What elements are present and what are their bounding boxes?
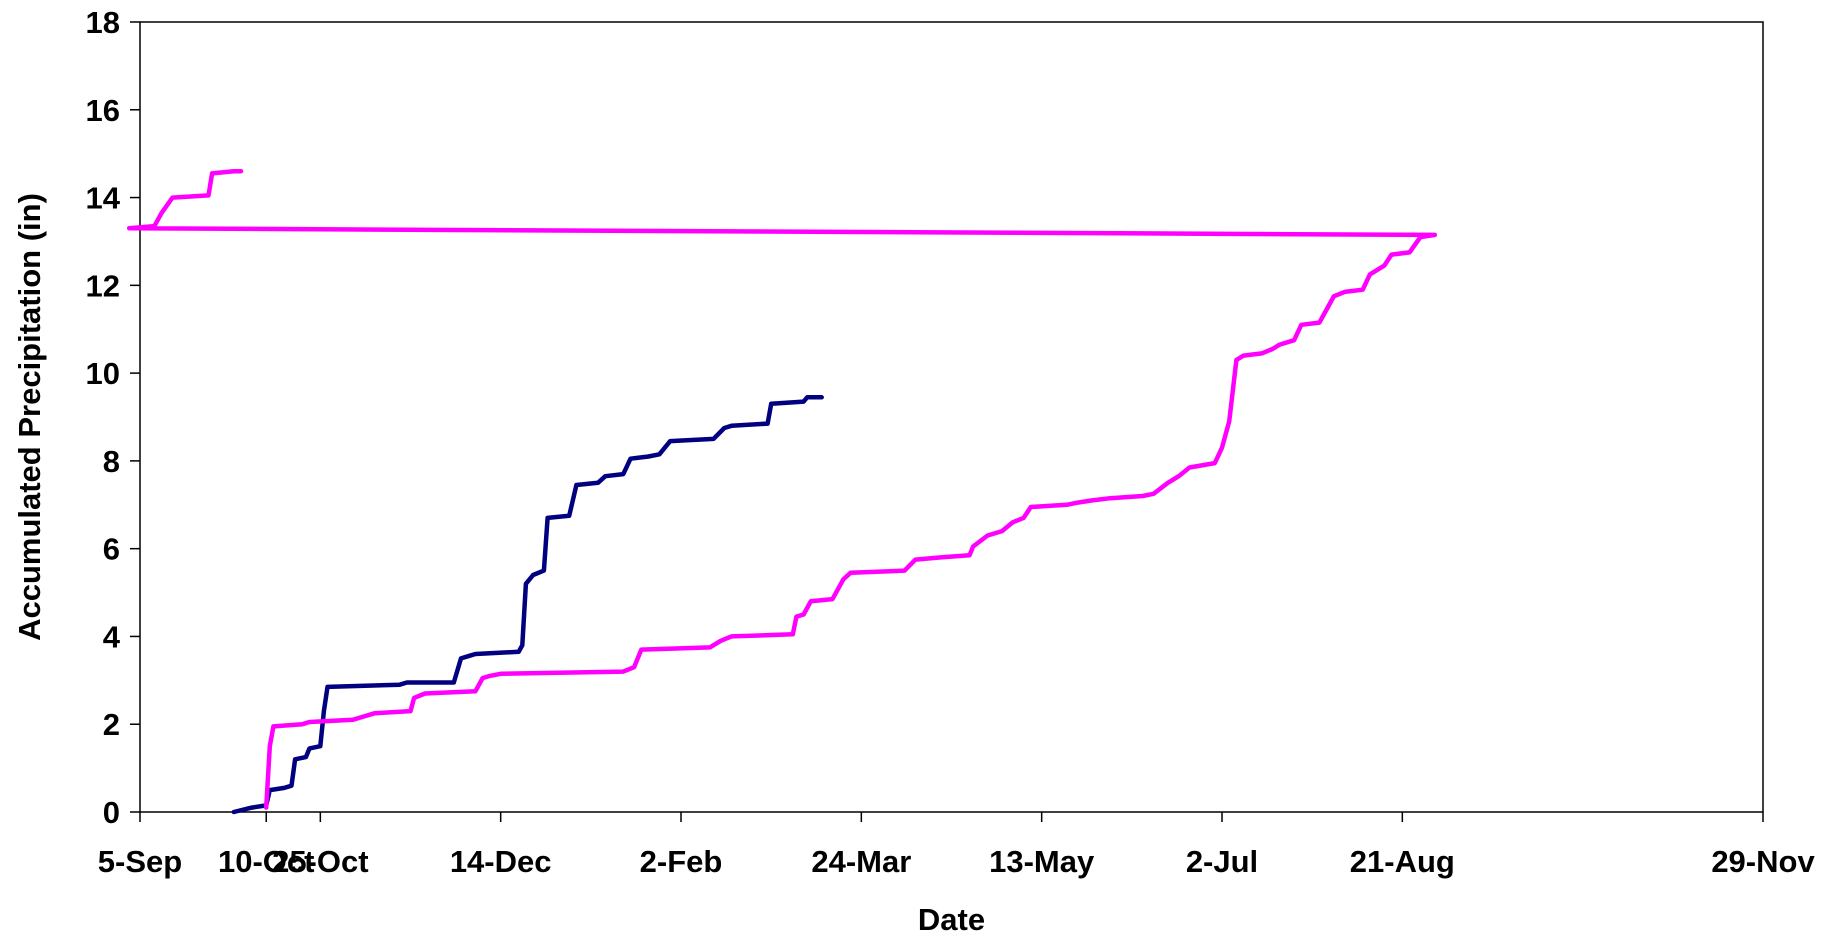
y-tick-label: 16	[86, 93, 120, 128]
y-axis-title: Accumulated Precipitation (in)	[12, 193, 47, 641]
y-tick-label: 14	[86, 181, 121, 216]
x-tick-label: 24-Mar	[811, 844, 911, 879]
series-line-2	[126, 168, 1438, 810]
y-tick-label: 0	[103, 795, 120, 830]
x-tick-label: 5-Sep	[98, 844, 182, 879]
x-axis-title: Date	[918, 902, 985, 937]
y-tick-label: 6	[103, 532, 120, 567]
plot-border	[139, 21, 1764, 813]
y-tick-label: 12	[86, 268, 120, 303]
y-tick-label: 2	[103, 707, 120, 742]
x-tick-label: 29-Nov	[1711, 844, 1815, 879]
y-axis: 0 2 4 6 8 10 12 14 16 18	[86, 5, 140, 830]
series-layer	[126, 168, 1438, 815]
x-tick-label: 21-Aug	[1350, 844, 1455, 879]
y-tick-label: 18	[86, 5, 120, 40]
y-tick-label: 8	[103, 444, 120, 479]
x-tick-label: 13-May	[989, 844, 1095, 879]
x-tick-label: 14-Dec	[450, 844, 552, 879]
x-tick-label: 2-Feb	[640, 844, 723, 879]
plot-area	[139, 21, 1764, 813]
x-tick-label: 2-Jul	[1186, 844, 1258, 879]
y-tick-label: 10	[86, 356, 120, 391]
y-tick-label: 4	[103, 619, 121, 654]
x-tick-label: 10-Oct	[218, 844, 314, 879]
x-tick-label: 25-Oct	[272, 844, 368, 879]
series-line-1	[231, 395, 824, 815]
x-axis: 5-Sep 25-Oct 14-Dec 2-Feb 24-Mar 13-May 2-Jul 2…	[98, 812, 1815, 879]
